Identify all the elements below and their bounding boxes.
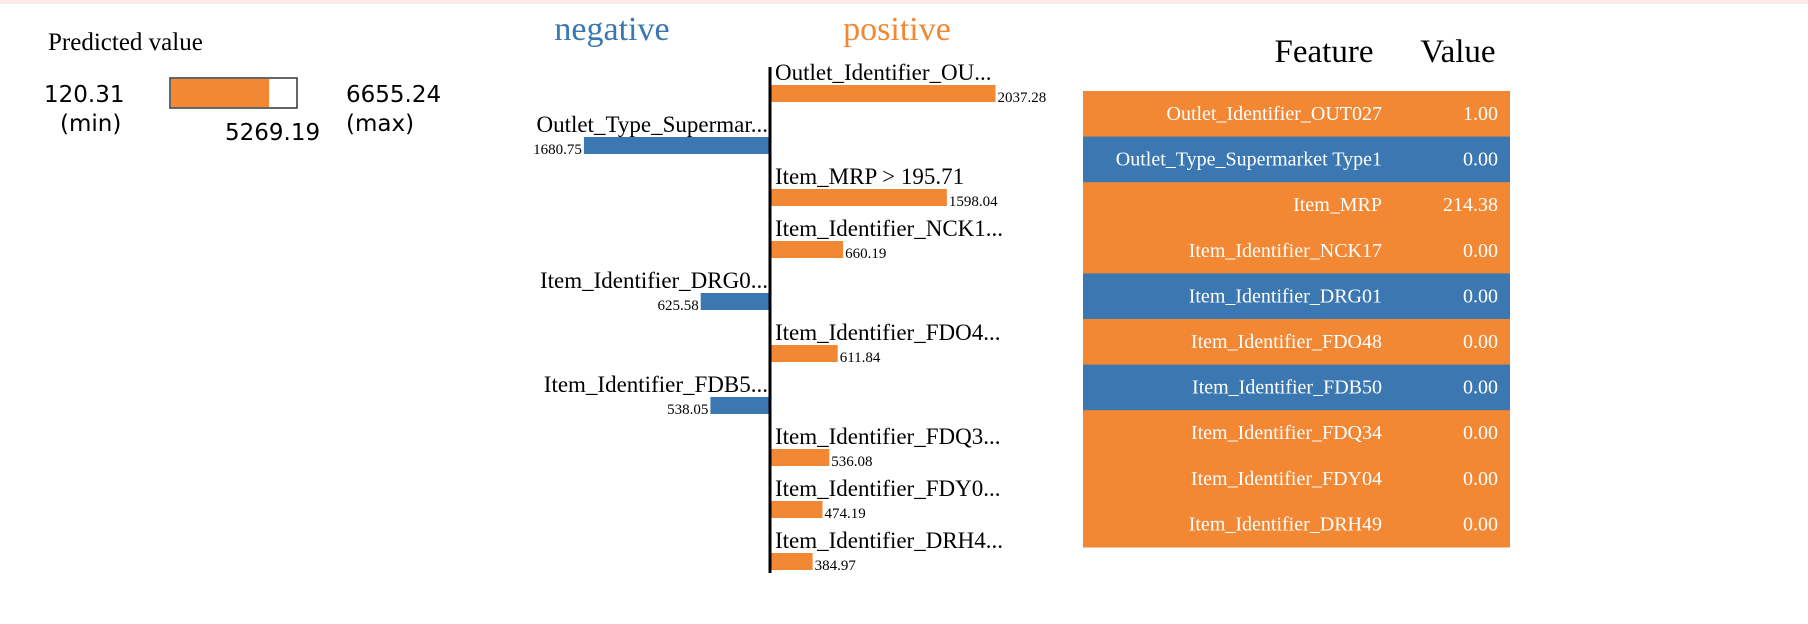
predicted-min-value: 120.31 (44, 82, 124, 108)
table-cell-value: 214.38 (1443, 194, 1498, 216)
table-row (1083, 410, 1510, 457)
table-cell-value: 0.00 (1463, 377, 1498, 399)
feature-label: Item_Identifier_DRH4... (775, 528, 1003, 553)
table-cell-feature: Outlet_Identifier_OUT027 (1167, 103, 1383, 125)
feature-label: Item_MRP > 195.71 (775, 164, 964, 189)
bar-value-label: 474.19 (825, 506, 866, 522)
bar-value-label: 625.58 (657, 298, 698, 314)
table-cell-feature: Outlet_Type_Supermarket Type1 (1116, 149, 1382, 171)
table-cell-value: 0.00 (1463, 331, 1498, 353)
feature-label: Item_Identifier_FDO4... (775, 320, 1000, 345)
feature-label: Outlet_Type_Supermar... (536, 112, 768, 137)
predicted-max-value: 6655.24 (346, 82, 441, 108)
feature-value-table: Feature Value Outlet_Identifier_OUT027 1.… (1083, 34, 1510, 548)
table-cell-value: 1.00 (1463, 103, 1498, 125)
contribution-bar (770, 241, 844, 258)
table-row (1083, 501, 1510, 548)
predicted-value-label: 5269.19 (225, 120, 320, 146)
table-cell-feature: Item_Identifier_FDQ34 (1191, 422, 1382, 444)
predicted-value-fill (171, 79, 270, 107)
feature-label: Item_Identifier_NCK1... (775, 216, 1003, 241)
table-cell-feature: Item_Identifier_FDY04 (1191, 468, 1382, 490)
table-row (1083, 273, 1510, 320)
bar-value-label: 538.05 (667, 402, 708, 418)
bar-value-label: 2037.28 (998, 90, 1047, 106)
table-row (1083, 91, 1510, 138)
contribution-bar (770, 449, 830, 466)
table-cell-value: 0.00 (1463, 468, 1498, 490)
table-cell-feature: Item_Identifier_FDO48 (1191, 331, 1382, 353)
contribution-bar (770, 85, 996, 102)
bar-value-label: 536.08 (831, 454, 872, 470)
feature-label: Item_Identifier_DRG0... (540, 268, 768, 293)
table-cell-value: 0.00 (1463, 285, 1498, 307)
table-cell-feature: Item_Identifier_FDB50 (1192, 377, 1382, 399)
contribution-bar (770, 189, 947, 206)
table-cell-feature: Item_Identifier_DRG01 (1189, 285, 1382, 307)
table-cell-value: 0.00 (1463, 149, 1498, 171)
bar-value-label: 660.19 (845, 246, 886, 262)
table-row (1083, 319, 1510, 366)
predicted-value-panel: Predicted value 120.31 (min) 5269.19 665… (44, 29, 441, 146)
predicted-max-label: (max) (346, 111, 414, 137)
table-rows: Outlet_Identifier_OUT027 1.00 Outlet_Type_… (1083, 91, 1510, 548)
contribution-bar (770, 553, 813, 570)
table-header-value: Value (1420, 34, 1495, 70)
contribution-bar (770, 501, 823, 518)
legend-positive: positive (843, 11, 951, 48)
predicted-value-heading: Predicted value (48, 29, 203, 56)
table-cell-feature: Item_MRP (1293, 194, 1382, 216)
contribution-bar (770, 345, 838, 362)
table-row (1083, 227, 1510, 274)
feature-label: Item_Identifier_FDY0... (775, 476, 1000, 501)
bar-value-label: 384.97 (815, 558, 857, 574)
table-header-feature: Feature (1275, 34, 1374, 70)
feature-label: Outlet_Identifier_OU... (775, 60, 992, 85)
predicted-min-label: (min) (60, 111, 121, 137)
table-cell-value: 0.00 (1463, 240, 1498, 262)
top-strip (0, 0, 1808, 4)
bar-value-label: 1680.75 (533, 142, 582, 158)
feature-label: Item_Identifier_FDB5... (544, 372, 768, 397)
legend-negative: negative (554, 11, 669, 48)
table-row (1083, 136, 1510, 183)
contribution-bar (583, 137, 770, 154)
contribution-bar (710, 397, 770, 414)
contribution-bars: Outlet_Identifier_OU... 2037.28 Outlet_Typ… (533, 60, 1046, 574)
table-row (1083, 455, 1510, 502)
table-cell-feature: Item_Identifier_DRH49 (1189, 513, 1382, 535)
bar-value-label: 611.84 (840, 350, 881, 366)
table-row (1083, 364, 1510, 411)
table-cell-value: 0.00 (1463, 513, 1498, 535)
table-cell-feature: Item_Identifier_NCK17 (1189, 240, 1382, 262)
table-cell-value: 0.00 (1463, 422, 1498, 444)
table-row (1083, 182, 1510, 229)
bar-value-label: 1598.04 (949, 194, 998, 210)
contribution-bar (700, 293, 770, 310)
feature-label: Item_Identifier_FDQ3... (775, 424, 1000, 449)
